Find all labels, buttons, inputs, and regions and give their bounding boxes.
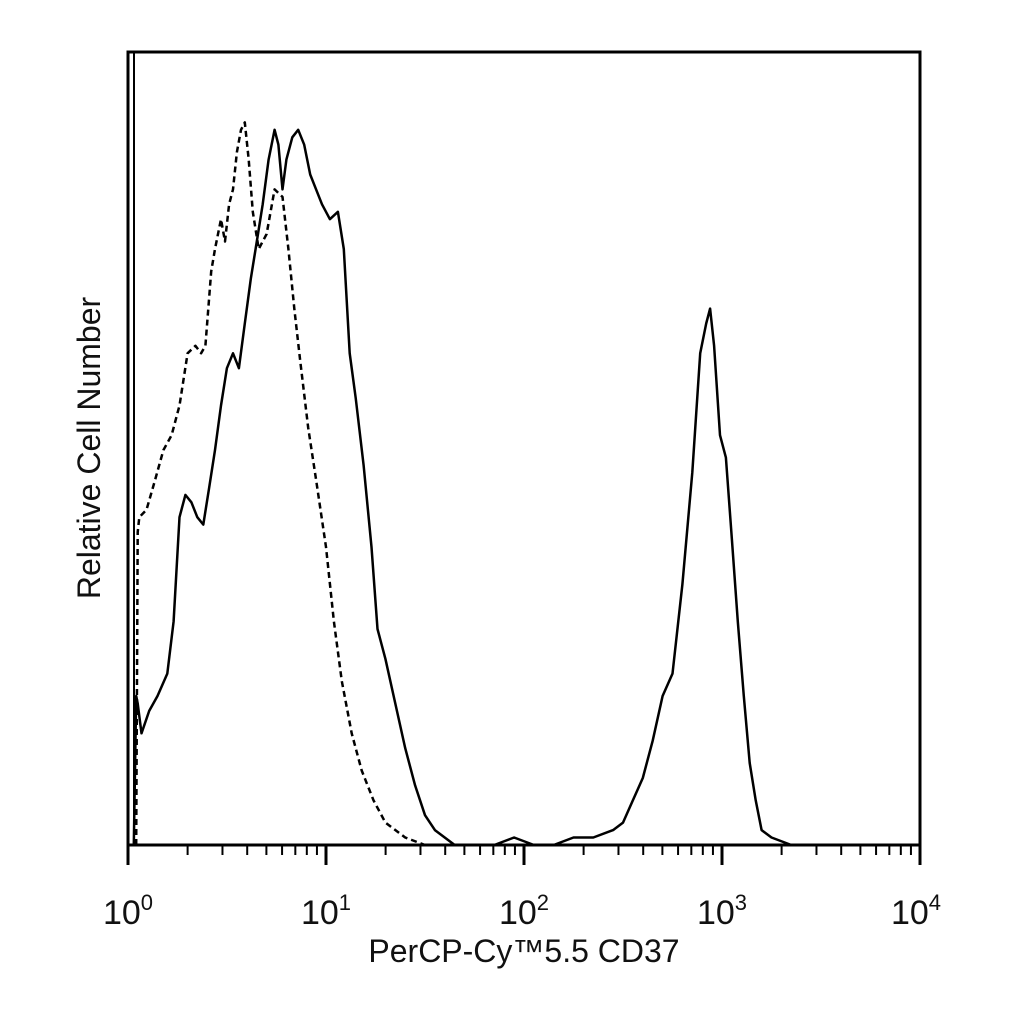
x-tick-labels: 100 101 102 103 104 [103,890,941,932]
y-axis-label: Relative Cell Number [71,296,107,599]
histogram-series-dashed [134,121,920,847]
x-tick-label-3: 103 [697,890,747,932]
plot-area [126,50,922,865]
x-tick-label-1: 101 [301,890,351,932]
x-tick-label-0: 100 [103,890,153,932]
series-layer [132,121,920,847]
plot-frame [126,50,922,847]
x-tick-label-4: 104 [891,890,941,932]
x-tick-label-2: 102 [499,890,549,932]
x-axis-label: PerCP-Cy™5.5 CD37 [368,933,679,969]
histogram-series-solid [132,128,920,847]
x-axis-minor-ticks [186,845,912,855]
x-axis-major-ticks [126,845,922,865]
